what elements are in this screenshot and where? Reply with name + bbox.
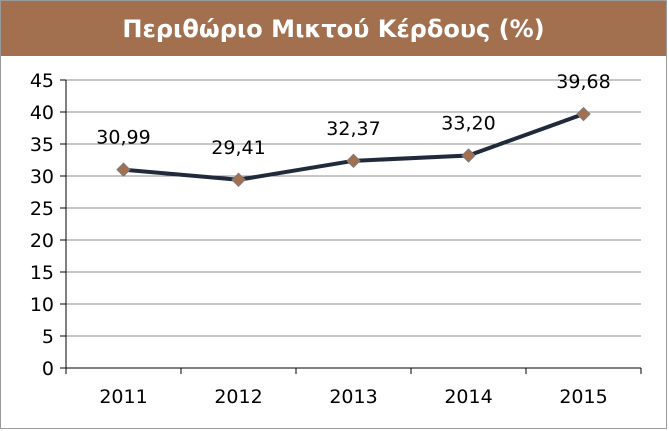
x-tick-label: 2011 bbox=[99, 386, 147, 408]
y-tick-label: 10 bbox=[30, 294, 54, 316]
data-label: 33,20 bbox=[441, 113, 495, 135]
y-tick-label: 25 bbox=[30, 198, 54, 220]
y-tick-label: 30 bbox=[30, 166, 54, 188]
y-tick-label: 5 bbox=[42, 326, 54, 348]
data-point bbox=[231, 172, 246, 187]
y-tick-label: 45 bbox=[30, 70, 54, 92]
x-tick-label: 2013 bbox=[329, 386, 377, 408]
x-tick-label: 2012 bbox=[214, 386, 262, 408]
y-tick-label: 40 bbox=[30, 102, 54, 124]
y-tick-label: 20 bbox=[30, 230, 54, 252]
data-label: 39,68 bbox=[556, 71, 610, 93]
y-tick-label: 35 bbox=[30, 134, 54, 156]
x-tick-label: 2014 bbox=[444, 386, 492, 408]
data-point bbox=[346, 153, 361, 169]
data-point bbox=[116, 162, 131, 177]
title-bar: Περιθώριο Μικτού Κέρδους (%) bbox=[1, 1, 666, 56]
chart-title: Περιθώριο Μικτού Κέρδους (%) bbox=[122, 14, 545, 43]
data-label: 32,37 bbox=[326, 118, 380, 140]
data-label: 29,41 bbox=[211, 137, 265, 159]
line-chart: 0 5 10 15 20 25 30 35 40 45 2011 2012 2013 2014 2015 30… bbox=[30, 70, 642, 408]
data-label: 30,99 bbox=[96, 127, 150, 149]
data-point bbox=[461, 148, 476, 163]
x-tick-label: 2015 bbox=[559, 386, 607, 408]
data-point bbox=[576, 106, 591, 122]
y-tick-label: 15 bbox=[30, 262, 54, 284]
y-tick-label: 0 bbox=[42, 358, 54, 380]
